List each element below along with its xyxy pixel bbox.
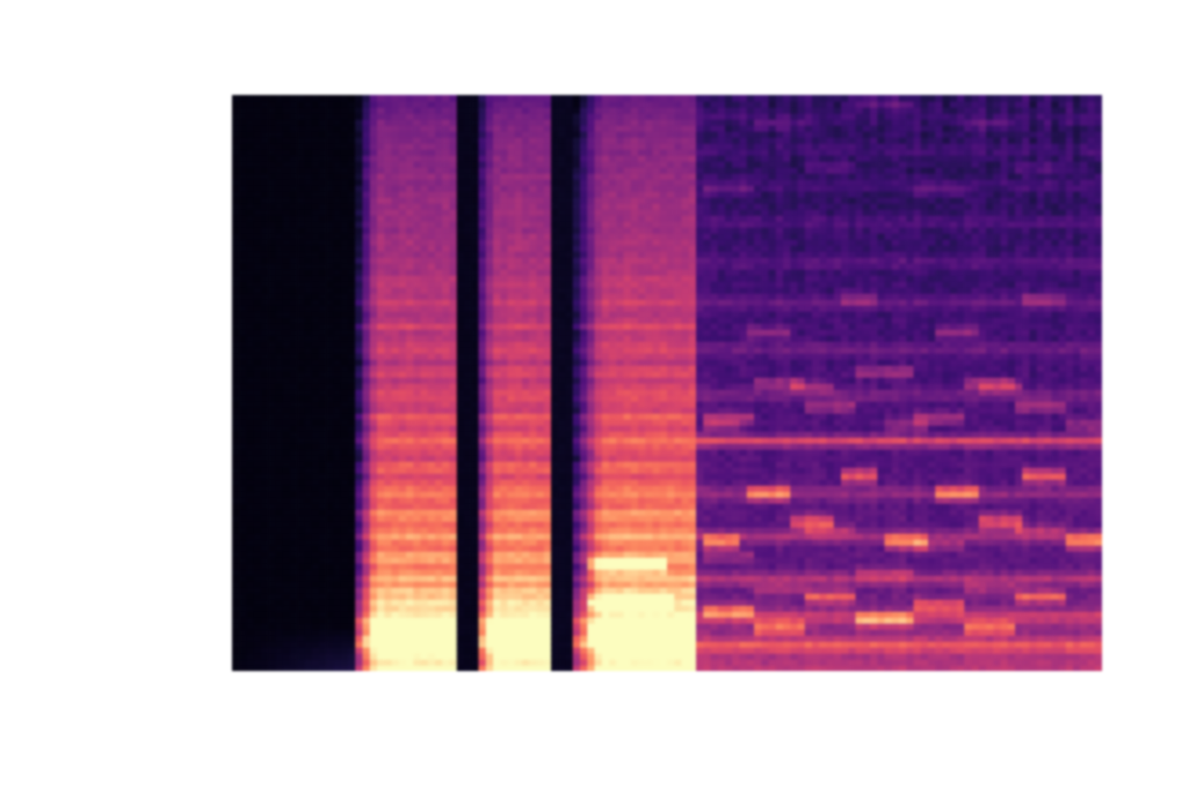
figure-area (232, 95, 1102, 671)
spectrogram-heatmap (232, 95, 1102, 671)
